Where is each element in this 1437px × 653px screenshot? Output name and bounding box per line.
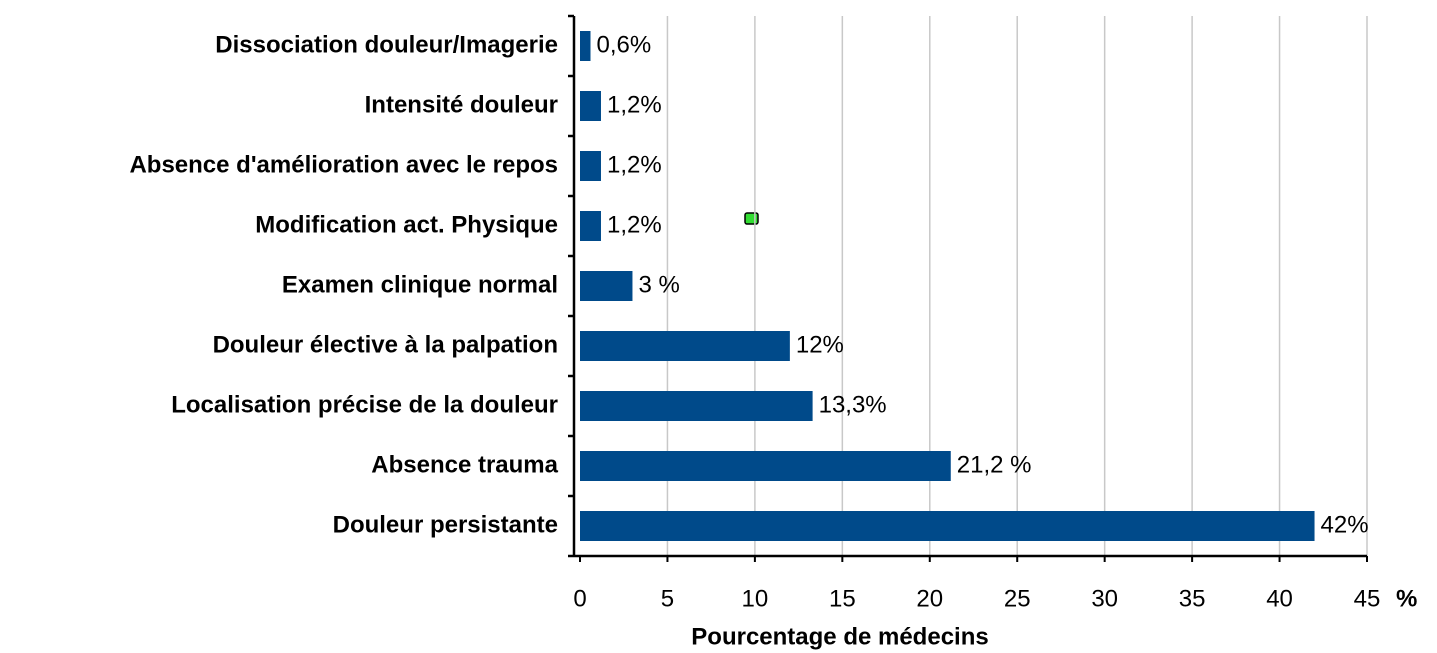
y-tick-label: Douleur persistante [333,511,558,538]
bar [580,271,633,301]
value-label: 1,2% [607,211,662,238]
bar [580,451,951,481]
x-tick-label: 35 [1179,585,1206,612]
x-axis-label: Pourcentage de médecins [691,623,988,650]
x-tick-label: 40 [1266,585,1293,612]
x-tick-label: 30 [1091,585,1118,612]
y-tick-label: Examen clinique normal [282,271,558,298]
value-label: 13,3% [819,391,887,418]
value-label: 21,2 % [957,451,1032,478]
x-tick-label: 25 [1004,585,1031,612]
y-tick-label: Localisation précise de la douleur [171,391,558,418]
y-tick-label: Douleur élective à la palpation [213,331,558,358]
value-label: 12% [796,331,844,358]
marker-decoration [744,212,759,225]
value-label: 1,2% [607,151,662,178]
x-tick-label: 15 [829,585,856,612]
y-tick-label: Absence trauma [371,451,558,478]
value-label: 42% [1321,511,1369,538]
bar [580,511,1315,541]
value-label: 3 % [638,271,679,298]
value-label: 0,6% [596,31,651,58]
bar [580,391,813,421]
bar [580,331,790,361]
bar [580,211,601,241]
x-tick-label: 0 [573,585,586,612]
x-tick-label: 10 [742,585,769,612]
y-tick-label: Absence d'amélioration avec le repos [129,151,558,178]
x-unit: % [1396,585,1417,612]
y-tick-label: Intensité douleur [365,91,558,118]
y-tick-label: Modification act. Physique [255,211,558,238]
y-tick-label: Dissociation douleur/Imagerie [215,31,558,58]
x-tick-label: 5 [661,585,674,612]
x-tick-label: 45 [1354,585,1381,612]
value-label: 1,2% [607,91,662,118]
bar [580,151,601,181]
x-tick-label: 20 [916,585,943,612]
bar [580,91,601,121]
bar [580,31,591,61]
